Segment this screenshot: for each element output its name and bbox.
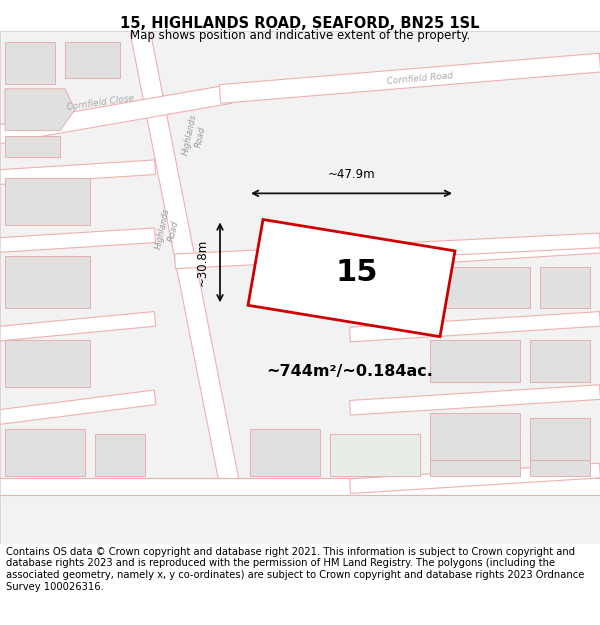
- Polygon shape: [250, 429, 320, 476]
- Polygon shape: [0, 478, 600, 494]
- Polygon shape: [430, 340, 520, 382]
- Polygon shape: [130, 29, 240, 488]
- Text: 15, HIGHLANDS ROAD, SEAFORD, BN25 1SL: 15, HIGHLANDS ROAD, SEAFORD, BN25 1SL: [120, 16, 480, 31]
- Text: Contains OS data © Crown copyright and database right 2021. This information is : Contains OS data © Crown copyright and d…: [6, 547, 584, 592]
- Polygon shape: [0, 228, 155, 253]
- Polygon shape: [0, 31, 600, 544]
- Text: Cornfield Close: Cornfield Close: [66, 93, 134, 111]
- Polygon shape: [350, 238, 600, 269]
- Polygon shape: [5, 340, 90, 387]
- Polygon shape: [430, 267, 530, 308]
- Polygon shape: [0, 390, 156, 426]
- Polygon shape: [530, 434, 590, 476]
- Polygon shape: [330, 434, 420, 476]
- Polygon shape: [5, 256, 90, 308]
- Polygon shape: [0, 312, 155, 342]
- Polygon shape: [350, 312, 600, 342]
- Polygon shape: [65, 42, 120, 78]
- Polygon shape: [540, 267, 590, 308]
- Polygon shape: [530, 340, 590, 382]
- Polygon shape: [95, 434, 145, 476]
- Polygon shape: [350, 385, 600, 415]
- Text: Cornfield Road: Cornfield Road: [386, 71, 454, 86]
- Text: ~744m²/~0.184ac.: ~744m²/~0.184ac.: [266, 364, 433, 379]
- Polygon shape: [5, 42, 55, 84]
- Polygon shape: [248, 219, 455, 337]
- Polygon shape: [430, 434, 520, 476]
- Text: 15: 15: [335, 258, 378, 288]
- Text: Highlands
Road: Highlands Road: [154, 208, 182, 252]
- Polygon shape: [219, 53, 600, 103]
- Polygon shape: [0, 160, 155, 185]
- Polygon shape: [5, 177, 90, 225]
- Polygon shape: [175, 233, 600, 269]
- Text: ~47.9m: ~47.9m: [328, 168, 376, 181]
- Polygon shape: [430, 413, 520, 460]
- Text: Map shows position and indicative extent of the property.: Map shows position and indicative extent…: [130, 29, 470, 42]
- Polygon shape: [0, 85, 232, 145]
- Polygon shape: [5, 429, 85, 476]
- Text: Highlands
Road: Highlands Road: [181, 113, 209, 158]
- Polygon shape: [530, 418, 590, 460]
- Polygon shape: [350, 463, 600, 494]
- Polygon shape: [5, 136, 60, 157]
- Polygon shape: [5, 89, 75, 131]
- Text: ~30.8m: ~30.8m: [196, 239, 209, 286]
